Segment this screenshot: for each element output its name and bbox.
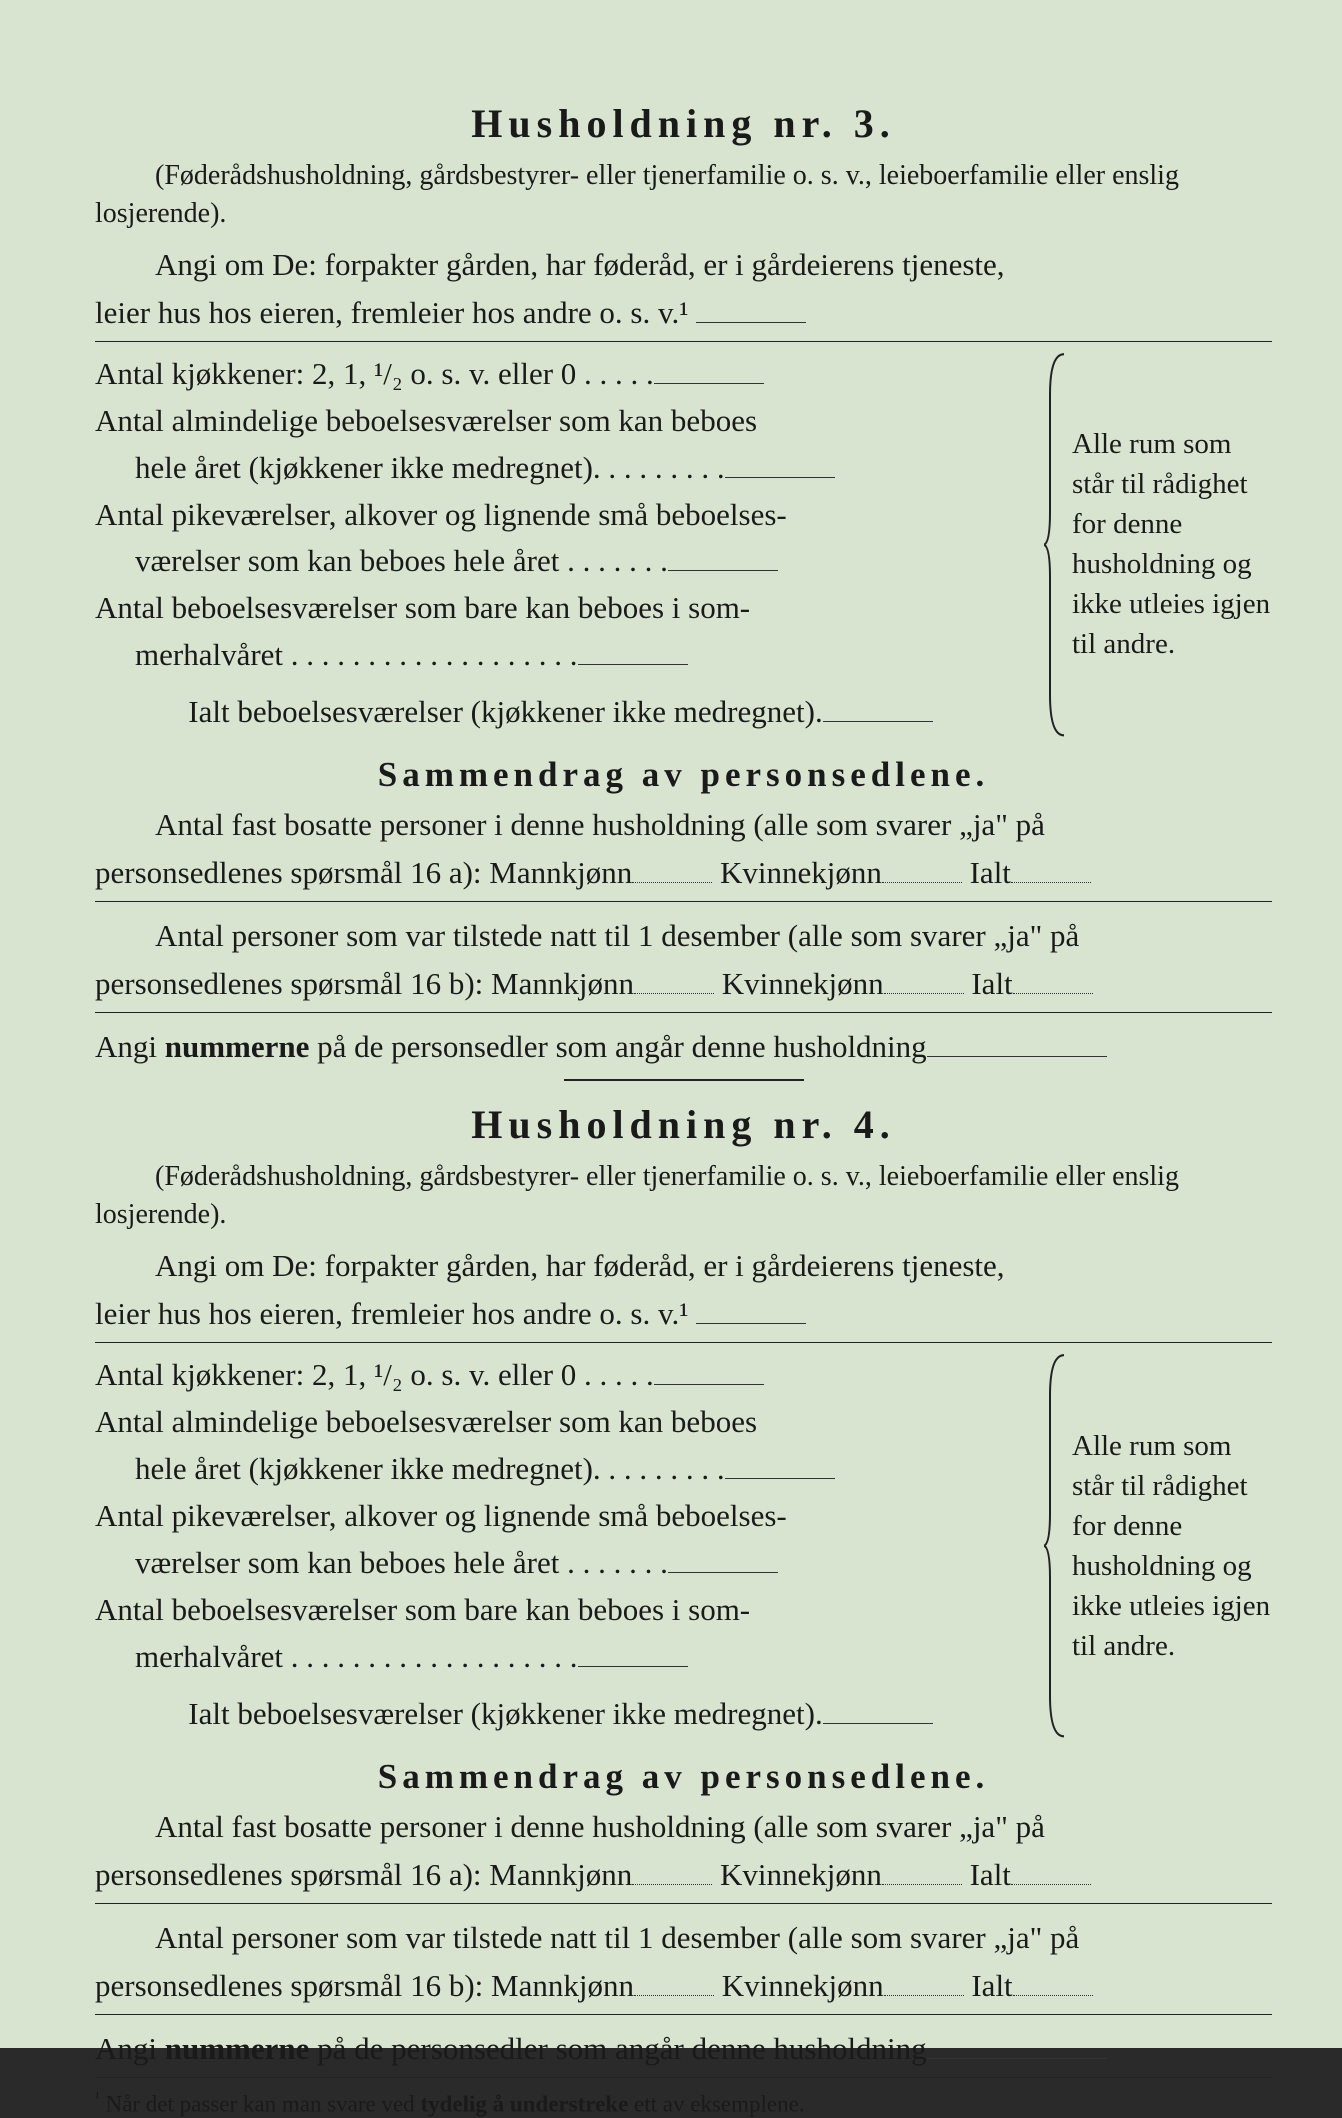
rooms-l2: Antal almindelige beboelsesværelser som … [95,399,1026,444]
h3-sum1b: personsedlenes spørsmål 16 a): Mannkjønn… [95,849,1272,897]
rooms-l5: Ialt beboelsesværelser (kjøkkener ikke m… [95,690,1026,735]
household-3-rooms: Antal kjøkkener: 2, 1, ¹/₂ o. s. v. elle… [95,352,1272,738]
household-4-angi-2: leier hus hos eieren, fremleier hos andr… [95,1290,1272,1338]
h3-sum2a: Antal personer som var tilstede natt til… [95,912,1272,960]
rooms-l3: Antal pikeværelser, alkover og lignende … [95,493,1026,538]
rooms-l4: Antal beboelsesværelser som bare kan beb… [95,1588,1026,1633]
rooms-l2: Antal almindelige beboelsesværelser som … [95,1400,1026,1445]
divider [95,2077,1272,2078]
h4-sum1a: Antal fast bosatte personer i denne hush… [95,1803,1272,1851]
household-3-summary-title: Sammendrag av personsedlene. [95,755,1272,795]
household-4-title: Husholdning nr. 4. [95,1101,1272,1148]
h3-sum1a: Antal fast bosatte personer i denne hush… [95,801,1272,849]
rooms-l4b: merhalvåret . . . . . . . . . . . . . . … [95,1635,1026,1680]
rooms-side-note: Alle rum som står til rådighet for denne… [1044,1353,1272,1739]
divider [95,341,1272,342]
curly-brace-icon [1044,1353,1068,1739]
household-3-angi-2: leier hus hos eieren, fremleier hos andr… [95,289,1272,337]
footnote: ¹ Når det passer kan man svare ved tydel… [95,2090,1272,2118]
h4-sum2b: personsedlenes spørsmål 16 b): Mannkjønn… [95,1962,1272,2010]
divider [95,901,1272,902]
rooms-l1: Antal kjøkkener: 2, 1, ¹/₂ o. s. v. elle… [95,1353,1026,1398]
rooms-side-text: Alle rum som står til rådighet for denne… [1072,424,1272,664]
rooms-left: Antal kjøkkener: 2, 1, ¹/₂ o. s. v. elle… [95,352,1026,738]
rooms-side-text: Alle rum som står til rådighet for denne… [1072,1426,1272,1666]
h4-sum2a: Antal personer som var tilstede natt til… [95,1914,1272,1962]
household-4-rooms: Antal kjøkkener: 2, 1, ¹/₂ o. s. v. elle… [95,1353,1272,1739]
household-3-section: Husholdning nr. 3. (Føderådshusholdning,… [95,100,1272,1081]
h4-numline: Angi nummerne på de personsedler som ang… [95,2025,1272,2073]
rooms-l3b: værelser som kan beboes hele året . . . … [95,539,1026,584]
divider [95,2014,1272,2015]
household-4-summary-title: Sammendrag av personsedlene. [95,1757,1272,1797]
household-4-angi-2-text: leier hus hos eieren, fremleier hos andr… [95,1296,689,1331]
rooms-l3: Antal pikeværelser, alkover og lignende … [95,1494,1026,1539]
h3-sum2b: personsedlenes spørsmål 16 b): Mannkjønn… [95,960,1272,1008]
rooms-l2b: hele året (kjøkkener ikke medregnet). . … [95,446,1026,491]
center-divider [564,1079,804,1081]
rooms-l4: Antal beboelsesværelser som bare kan beb… [95,586,1026,631]
rooms-l1: Antal kjøkkener: 2, 1, ¹/₂ o. s. v. elle… [95,352,1026,397]
rooms-l5: Ialt beboelsesværelser (kjøkkener ikke m… [95,1692,1026,1737]
household-3-subtitle: (Føderådshusholdning, gårdsbestyrer- ell… [95,157,1272,233]
rooms-l4b: merhalvåret . . . . . . . . . . . . . . … [95,633,1026,678]
rooms-l2b: hele året (kjøkkener ikke medregnet). . … [95,1447,1026,1492]
divider [95,1012,1272,1013]
household-4-angi-1: Angi om De: forpakter gården, har føderå… [95,1242,1272,1290]
h3-numline: Angi nummerne på de personsedler som ang… [95,1023,1272,1071]
divider [95,1903,1272,1904]
rooms-left: Antal kjøkkener: 2, 1, ¹/₂ o. s. v. elle… [95,1353,1026,1739]
household-4-section: Husholdning nr. 4. (Føderådshusholdning,… [95,1101,1272,2077]
census-form-page: Husholdning nr. 3. (Føderådshusholdning,… [0,0,1342,2048]
blank-line [696,322,806,323]
household-3-title: Husholdning nr. 3. [95,100,1272,147]
household-3-angi-1: Angi om De: forpakter gården, har føderå… [95,241,1272,289]
divider [95,1342,1272,1343]
rooms-l3b: værelser som kan beboes hele året . . . … [95,1541,1026,1586]
h4-sum1b: personsedlenes spørsmål 16 a): Mannkjønn… [95,1851,1272,1899]
curly-brace-icon [1044,352,1068,738]
blank-line [696,1323,806,1324]
rooms-side-note: Alle rum som står til rådighet for denne… [1044,352,1272,738]
household-4-subtitle: (Føderådshusholdning, gårdsbestyrer- ell… [95,1158,1272,1234]
household-3-angi-2-text: leier hus hos eieren, fremleier hos andr… [95,295,689,330]
